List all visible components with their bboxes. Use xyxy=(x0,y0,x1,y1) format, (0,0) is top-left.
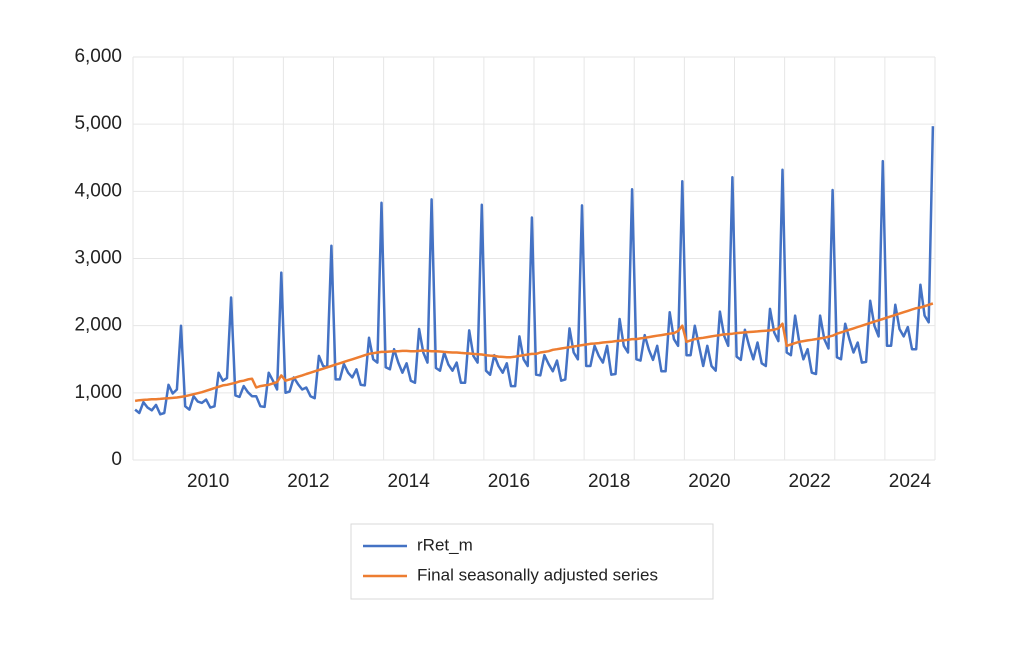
y-tick-label: 4,000 xyxy=(74,180,122,201)
x-tick-label: 2014 xyxy=(388,471,431,492)
y-tick-label: 6,000 xyxy=(74,46,122,67)
x-tick-label: 2024 xyxy=(889,471,932,492)
legend-box xyxy=(350,523,714,600)
series-line xyxy=(134,126,935,416)
y-tick-label: 2,000 xyxy=(74,315,122,336)
series-line xyxy=(134,302,934,403)
legend-label: Final seasonally adjusted series xyxy=(417,565,658,584)
legend-label: rRet_m xyxy=(417,535,473,554)
x-tick-label: 2016 xyxy=(488,471,530,492)
x-tick-label: 2022 xyxy=(789,471,831,492)
y-tick-label: 1,000 xyxy=(74,382,122,403)
x-tick-label: 2018 xyxy=(588,471,630,492)
x-tick-label: 2012 xyxy=(287,471,329,492)
x-tick-label: 2010 xyxy=(187,471,229,492)
y-tick-label: 5,000 xyxy=(74,113,122,134)
x-tick-label: 2020 xyxy=(688,471,730,492)
y-tick-label: 3,000 xyxy=(74,248,122,269)
y-tick-label: 0 xyxy=(111,449,122,470)
